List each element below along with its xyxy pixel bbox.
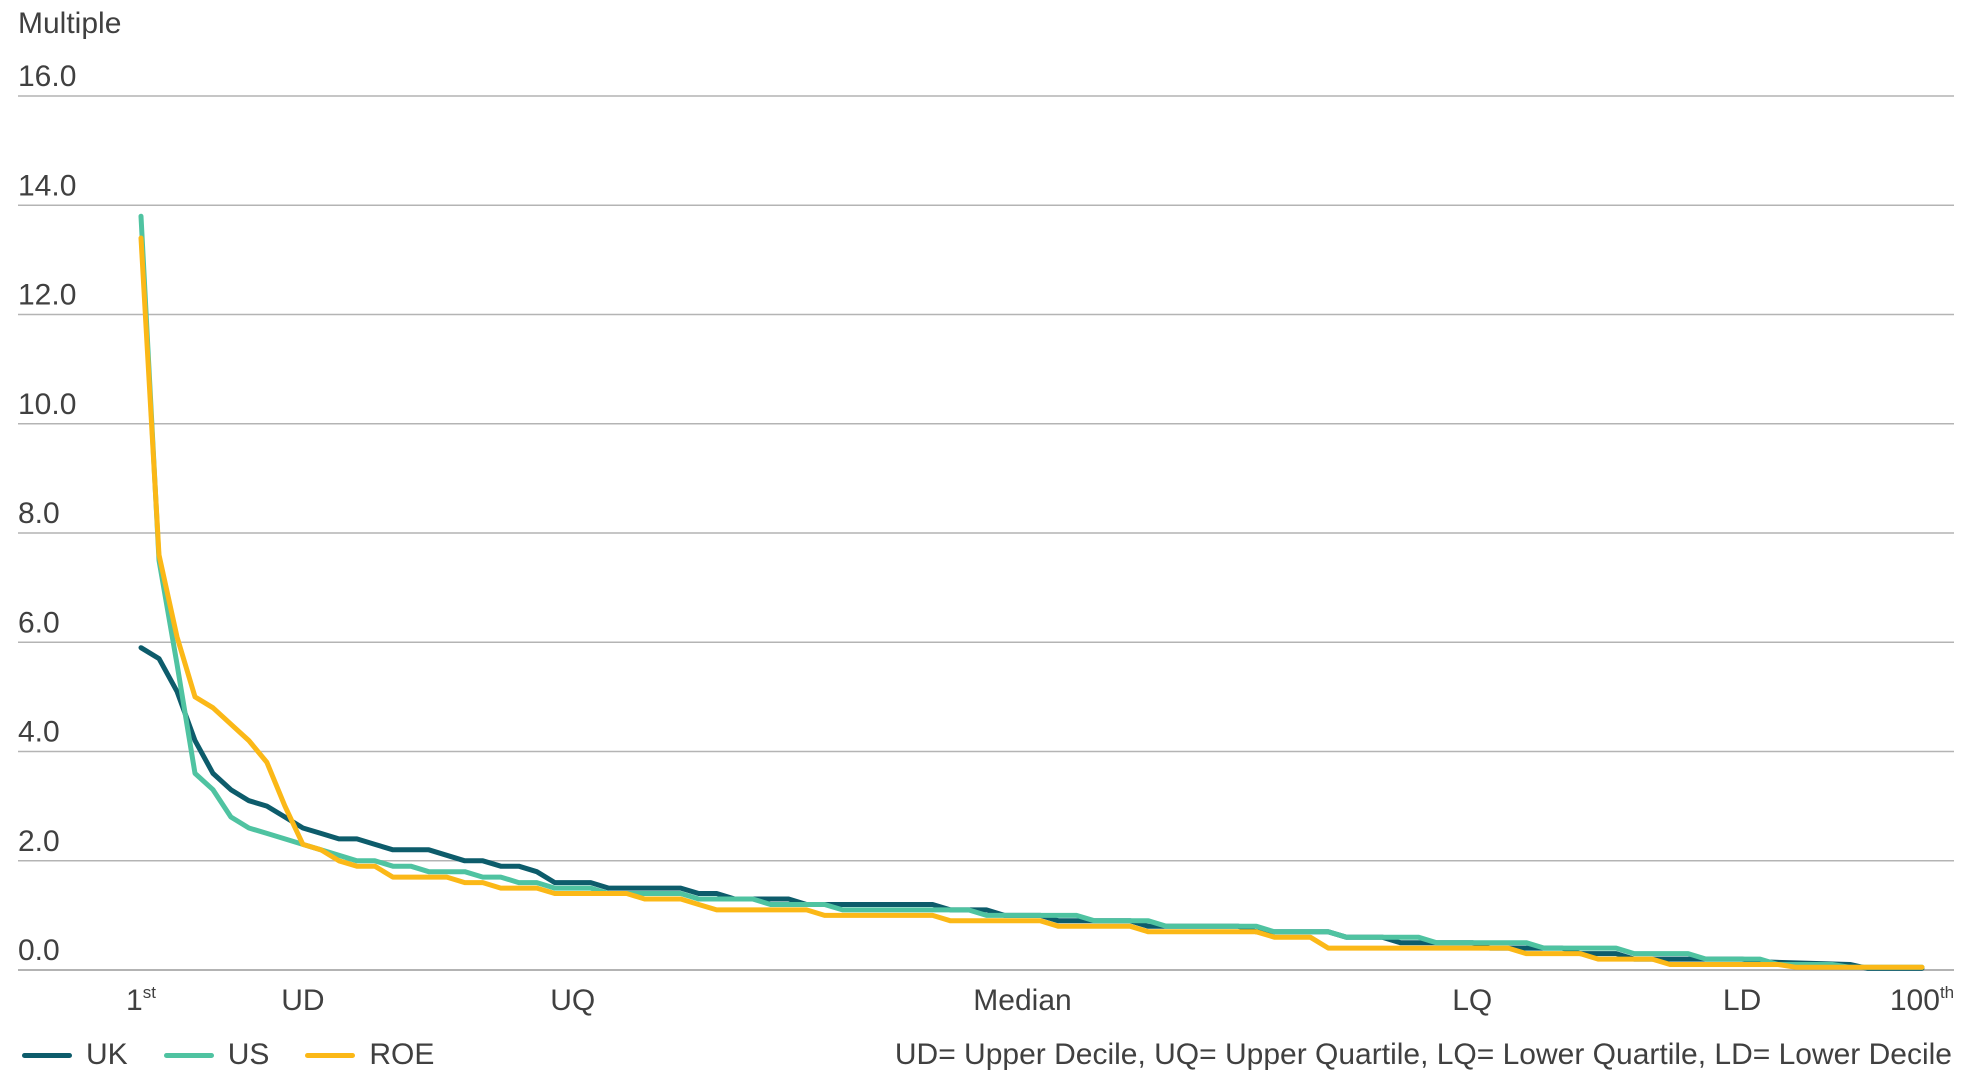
abbreviation-footnote: UD= Upper Decile, UQ= Upper Quartile, LQ…: [894, 1038, 1952, 1071]
y-tick-label: 2.0: [18, 825, 60, 858]
series-line-roe: [138, 235, 1925, 970]
legend-item-uk: UK: [22, 1038, 128, 1072]
legend-swatch-roe: [305, 1052, 356, 1058]
legend-label-us: US: [227, 1038, 270, 1071]
legend-item-roe: ROE: [305, 1038, 434, 1072]
gridlines: [18, 95, 1954, 971]
x-tick-label: 100th: [1890, 983, 1954, 1017]
x-tick-label: Median: [973, 984, 1071, 1017]
x-tick-label: LQ: [1452, 984, 1492, 1017]
y-tick-label: 8.0: [18, 497, 60, 530]
y-axis-ticks: 0.0 2.0 4.0 6.0 8.0 10.0 12.0 14.0 16.0: [18, 60, 76, 967]
x-tick-label: LD: [1723, 984, 1761, 1017]
series-lines: [138, 213, 1925, 971]
y-tick-label: 12.0: [18, 279, 76, 312]
series-line-us: [138, 213, 1925, 970]
legend: UK US ROE: [22, 1038, 434, 1072]
legend-swatch-uk: [22, 1052, 72, 1058]
y-tick-label: 16.0: [18, 60, 76, 93]
x-tick-label: UD: [281, 984, 324, 1017]
y-tick-label: 10.0: [18, 388, 76, 421]
x-tick-label: 1st: [126, 983, 156, 1017]
x-tick-label: UQ: [550, 984, 595, 1017]
y-tick-label: 0.0: [18, 934, 60, 967]
y-tick-label: 6.0: [18, 606, 60, 639]
y-tick-label: 4.0: [18, 716, 60, 749]
legend-label-uk: UK: [86, 1038, 128, 1071]
legend-item-us: US: [163, 1038, 270, 1072]
legend-swatch-us: [163, 1052, 214, 1058]
x-axis-ticks: 1st UD UQ Median LQ LD 100th: [126, 983, 1954, 1017]
legend-label-roe: ROE: [369, 1038, 435, 1071]
y-tick-label: 14.0: [18, 169, 76, 202]
y-axis-title: Multiple: [18, 7, 121, 40]
